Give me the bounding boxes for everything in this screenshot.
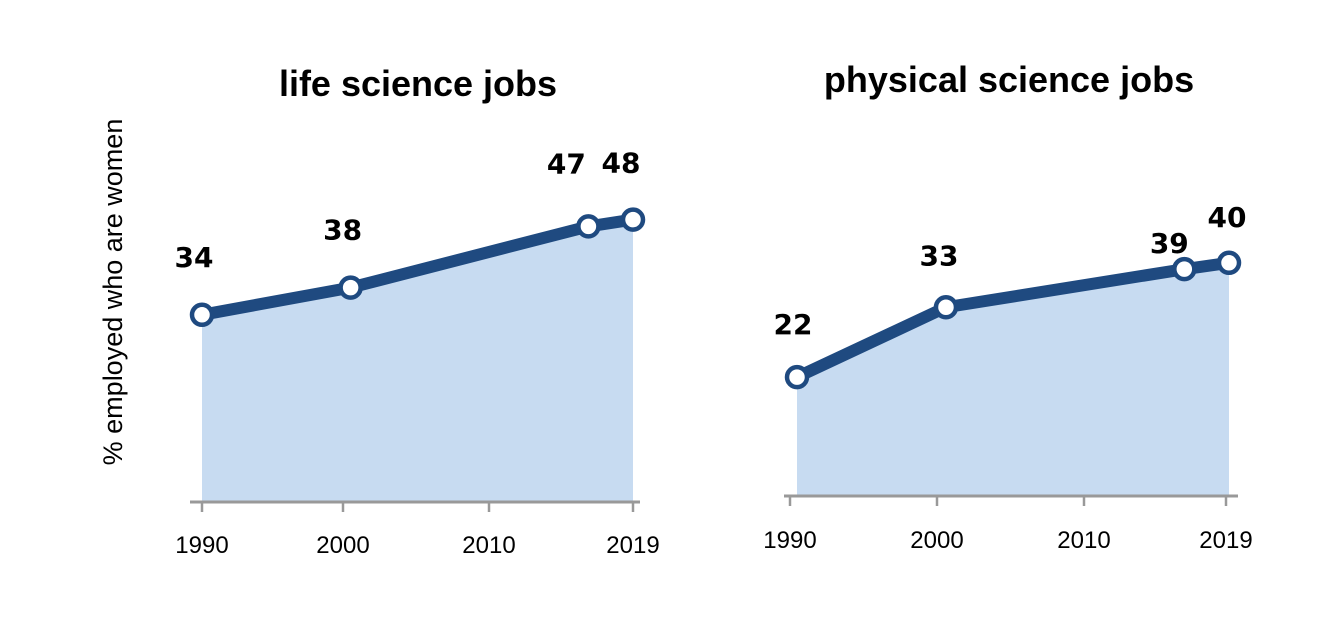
series-line [196,213,639,321]
data-point-2019 [620,207,646,232]
data-label-2016: 39 [1150,227,1189,260]
data-label-2019: 40 [1208,201,1247,234]
plot-area-physical-science: 1990 2000 2010 2019 22 33 39 40 [763,201,1252,554]
data-point-1990 [189,302,215,328]
x-tick-label-2000: 2000 [316,532,369,559]
data-label-2019: 48 [602,147,641,180]
y-axis-label: % employed who are women [98,119,128,466]
x-tick-label-2010: 2010 [462,532,515,559]
chart-life-science: life science jobs 1990 2000 2010 2019 34 38 47… [175,63,660,559]
data-point-2016 [576,214,601,239]
data-point-2016 [1172,256,1197,282]
x-tick-label-1990: 1990 [175,532,228,559]
data-label-2000: 33 [919,239,958,272]
x-tick-label-2019: 2019 [1199,527,1252,554]
series-line [791,256,1235,384]
data-point-2000 [338,275,363,300]
area-fill [202,219,633,502]
x-tick-label-2010: 2010 [1057,527,1110,554]
data-point-2000 [933,295,959,320]
data-label-2016: 47 [547,147,586,180]
data-label-2000: 38 [323,214,362,247]
area-fill [797,262,1229,496]
data-point-2019 [1216,250,1242,276]
plot-area-life-science: 1990 2000 2010 2019 34 38 47 48 [175,147,660,559]
x-tick-label-2019: 2019 [606,532,659,559]
data-label-1990: 34 [175,241,214,274]
x-tick-label-2000: 2000 [910,527,963,554]
x-tick-label-1990: 1990 [763,527,816,554]
data-point-1990 [784,364,810,390]
chart-title-physical-science: physical science jobs [824,59,1194,100]
chart-title-life-science: life science jobs [279,63,557,104]
data-label-1990: 22 [774,308,813,341]
chart-physical-science: physical science jobs 1990 2000 2010 2019 22… [763,59,1252,554]
